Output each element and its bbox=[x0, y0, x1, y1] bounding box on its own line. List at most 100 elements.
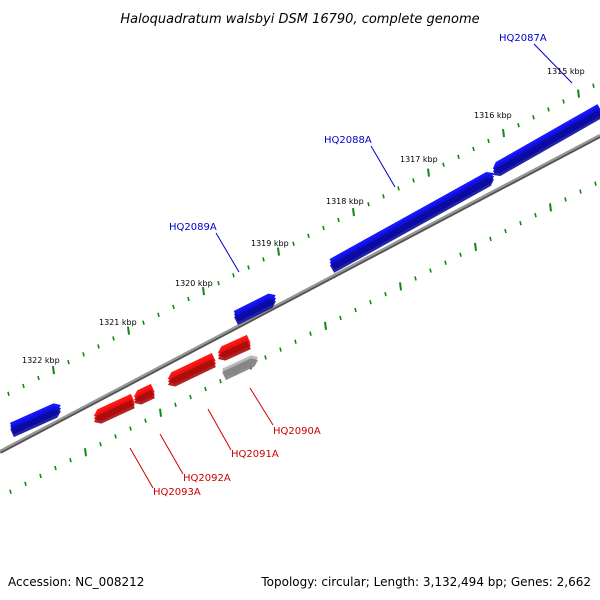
lower-scale-tick bbox=[354, 307, 357, 313]
lower-scale-tick bbox=[459, 252, 462, 257]
upper-scale-tick bbox=[82, 352, 85, 357]
gene-left-forward-shadow bbox=[10, 409, 61, 438]
lower-scale-tick bbox=[24, 481, 27, 487]
genome-backbone-highlight bbox=[0, 134, 600, 452]
upper-scale-tick bbox=[217, 280, 220, 286]
gene-hq2091a bbox=[167, 352, 216, 387]
tick-labels: 1315 kbp 1316 kbp 1317 kbp 1318 kbp 1319… bbox=[22, 67, 585, 365]
lower-scale-tick bbox=[159, 408, 162, 417]
upper-scale-tick bbox=[442, 162, 445, 167]
gene-hq2093a bbox=[93, 393, 135, 424]
upper-scale-tick bbox=[517, 122, 520, 128]
lower-scale-tick bbox=[564, 197, 567, 202]
upper-scale-tick bbox=[457, 154, 460, 159]
upper-scale-tick bbox=[127, 326, 130, 335]
lower-scale-tick bbox=[324, 321, 327, 330]
upper-scale-tick bbox=[352, 207, 355, 217]
lower-scale-tick bbox=[369, 299, 372, 305]
upper-scale-tick bbox=[487, 138, 490, 144]
upper-scale-tick bbox=[382, 194, 385, 199]
gene-grey-feature bbox=[221, 352, 258, 381]
upper-scale-tick bbox=[292, 241, 295, 246]
upper-scale-tick bbox=[52, 365, 55, 375]
lower-scale-tick bbox=[69, 457, 72, 463]
upper-scale-tick bbox=[247, 265, 250, 270]
gene-label-hq2093a[interactable]: HQ2093A bbox=[153, 487, 201, 498]
lower-scale-tick bbox=[549, 203, 552, 212]
upper-scale-tick bbox=[142, 320, 145, 325]
lower-scale-tick bbox=[504, 228, 507, 234]
lower-scale-tick bbox=[204, 386, 207, 392]
tick-label-1315: 1315 kbp bbox=[547, 67, 585, 76]
upper-scale-tick bbox=[502, 128, 505, 138]
label-leaders bbox=[129, 43, 573, 489]
upper-scale-tick bbox=[262, 257, 265, 262]
upper-scale-tick bbox=[472, 146, 475, 152]
gene-grey-feature-shadow bbox=[222, 358, 258, 381]
lower-scale-tick bbox=[219, 378, 222, 384]
lower-scale-tick bbox=[264, 355, 267, 360]
gene-hq2089a bbox=[233, 293, 276, 326]
upper-scale-tick bbox=[97, 344, 100, 349]
upper-scale-tick bbox=[562, 99, 565, 104]
lower-scale-tick bbox=[54, 465, 57, 471]
lower-scale-tick bbox=[399, 282, 402, 291]
upper-scale-tick bbox=[427, 168, 430, 177]
lower-scale-tick bbox=[39, 473, 42, 479]
lower-scale-tick bbox=[579, 189, 582, 194]
upper-scale-tick bbox=[202, 286, 205, 296]
upper-scale-tick bbox=[412, 178, 415, 183]
lower-scale-tick bbox=[9, 489, 12, 494]
lower-scale-tick bbox=[99, 442, 102, 447]
gene-hq2090a bbox=[217, 334, 251, 361]
gene-hq2088a bbox=[329, 171, 494, 273]
gene-label-hq2088a[interactable]: HQ2088A bbox=[324, 135, 372, 146]
gene-hq2093a-shadow bbox=[94, 399, 135, 424]
upper-scale-tick bbox=[322, 225, 325, 231]
accession-text: Accession: NC_008212 bbox=[8, 575, 144, 589]
gene-hq2090a-shadow bbox=[218, 340, 251, 361]
lower-scale-tick bbox=[294, 339, 297, 344]
lower-scale-tick bbox=[174, 402, 177, 408]
upper-scale-tick bbox=[532, 115, 535, 120]
upper-scale-tick bbox=[187, 296, 190, 302]
gene-hq2089a-shadow bbox=[233, 299, 276, 326]
tick-label-1317: 1317 kbp bbox=[400, 155, 438, 164]
gene-left-forward bbox=[9, 403, 61, 438]
lower-scale-tick bbox=[534, 213, 537, 218]
upper-scale-tick bbox=[157, 312, 160, 317]
gene-label-hq2090a[interactable]: HQ2090A bbox=[273, 426, 321, 437]
tick-marks bbox=[7, 83, 597, 494]
lower-scale-tick bbox=[129, 426, 132, 431]
gene-features bbox=[9, 104, 600, 438]
lower-scale-tick bbox=[339, 315, 342, 321]
lower-scale-tick bbox=[429, 268, 432, 273]
lower-scale-tick bbox=[84, 448, 87, 457]
lower-scale-tick bbox=[144, 418, 147, 423]
leader-hq2093a bbox=[129, 447, 154, 489]
lower-scale-tick bbox=[519, 220, 522, 226]
leader-hq2087a bbox=[533, 43, 573, 84]
tick-label-1319: 1319 kbp bbox=[251, 239, 289, 248]
lower-scale-tick bbox=[279, 347, 282, 352]
upper-scale-tick bbox=[337, 217, 340, 223]
upper-scale-tick bbox=[277, 247, 280, 256]
upper-scale-tick bbox=[397, 186, 400, 191]
lower-scale-tick bbox=[474, 242, 477, 251]
gene-label-hq2091a[interactable]: HQ2091A bbox=[231, 449, 279, 460]
upper-scale-tick bbox=[547, 107, 550, 112]
upper-scale-tick bbox=[67, 359, 70, 365]
gene-label-hq2092a[interactable]: HQ2092A bbox=[183, 473, 231, 484]
upper-scale-tick bbox=[577, 89, 580, 98]
gene-label-hq2087a[interactable]: HQ2087A bbox=[499, 33, 547, 44]
gene-hq2087a-shadow bbox=[493, 110, 600, 176]
upper-scale-tick bbox=[307, 233, 310, 238]
lower-scale-tick bbox=[414, 276, 417, 281]
map-title: Haloquadratum walsbyi DSM 16790, complet… bbox=[120, 12, 479, 27]
lower-scale-tick bbox=[114, 434, 117, 439]
upper-scale-tick bbox=[367, 201, 370, 207]
upper-scale-tick bbox=[112, 336, 115, 341]
lower-scale-tick bbox=[189, 394, 192, 400]
gene-label-hq2089a[interactable]: HQ2089A bbox=[169, 222, 217, 233]
